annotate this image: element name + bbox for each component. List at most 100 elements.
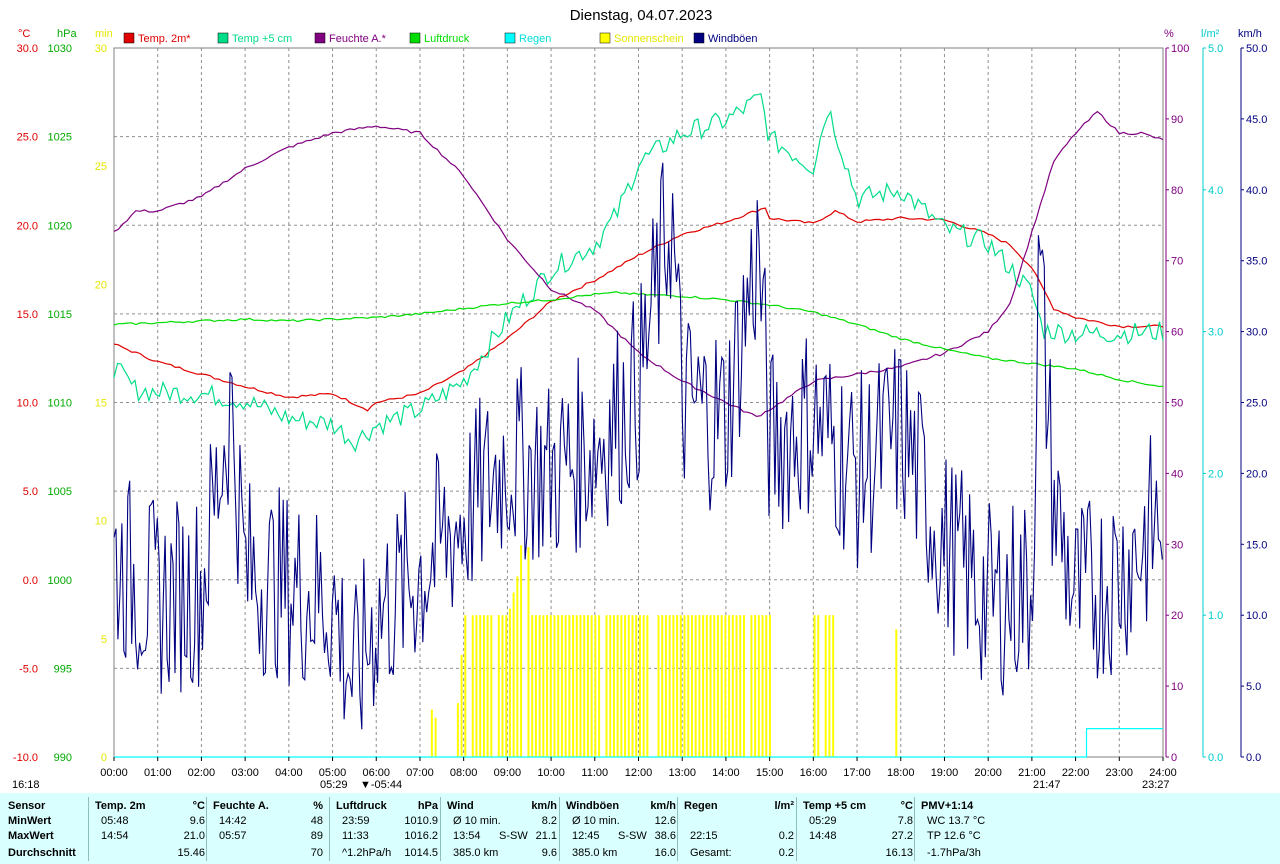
sunshine-bar — [627, 615, 630, 757]
stats-header: Temp +5 cm — [803, 800, 867, 812]
sunshine-bar — [538, 615, 541, 757]
humidity-axis-tick-label: 90 — [1171, 114, 1183, 126]
wind-axis-tick-label: 10.0 — [1246, 610, 1267, 622]
sunshine-bar — [534, 615, 537, 757]
sunshine-bar — [739, 615, 742, 757]
legend-label: Temp. 2m* — [138, 33, 191, 45]
stats-separator — [559, 797, 560, 861]
sunshine-bar — [475, 615, 478, 757]
rain-axis-tick-label: 1.0 — [1208, 610, 1223, 622]
stats-header: Wind — [447, 800, 474, 812]
sunshine-bar — [832, 615, 835, 757]
wind-axis-tick-label: 25.0 — [1246, 398, 1267, 410]
wind-axis-tick-label: 45.0 — [1246, 114, 1267, 126]
sunshine-bar — [586, 615, 589, 757]
sunshine-bar — [594, 615, 597, 757]
pressure-axis-tick-label: 1010 — [48, 398, 72, 410]
sunshine-bar — [750, 615, 753, 757]
stats-value: 0.2 — [778, 830, 794, 842]
sun-axis-tick-label: 30 — [95, 43, 107, 55]
stats-value: 1016.2 — [404, 830, 438, 842]
humidity-axis-tick-label: 100 — [1171, 43, 1189, 55]
statistics-panel: Sensor MinWert MaxWert Durchschnitt Temp. 2m… — [0, 793, 1280, 864]
wind-axis-tick-label: 5.0 — [1246, 681, 1261, 693]
sunshine-bar — [460, 654, 463, 757]
stats-row-label: TP 12.6 °C — [927, 830, 981, 842]
stats-header: Regen — [684, 800, 718, 812]
sunshine-bar — [560, 615, 563, 757]
stats-row-label: 22:15 — [690, 830, 718, 842]
stats-separator — [206, 797, 207, 861]
stats-header: PMV+1:14 — [921, 800, 974, 812]
wind-axis-tick-label: 30.0 — [1246, 327, 1267, 339]
legend-label: Temp +5 cm — [232, 33, 292, 45]
sunshine-bar — [895, 629, 898, 757]
sunshine-bar — [598, 615, 601, 757]
x-tick-label: 06:00 — [362, 767, 390, 779]
stats-value: 89 — [310, 830, 323, 842]
stats-header: Temp. 2m — [95, 800, 146, 812]
temp-axis-tick-label: 15.0 — [17, 309, 38, 321]
humidity-axis-tick-label: 10 — [1171, 681, 1183, 693]
sunshine-bar — [579, 615, 582, 757]
legend-swatch — [409, 32, 421, 44]
legend-swatch — [693, 32, 705, 44]
sunshine-bar — [705, 615, 708, 757]
sun-axis-tick-label: 0 — [101, 752, 107, 764]
legend-label: Regen — [519, 33, 551, 45]
stats-value: 9.6 — [541, 847, 557, 859]
sunshine-bar — [512, 592, 515, 757]
humidity-axis-tick-label: 0 — [1171, 752, 1177, 764]
temp-axis-tick-label: 30.0 — [17, 43, 38, 55]
stats-row-label: 11:33 — [342, 830, 369, 842]
pressure-axis-tick-label: 1025 — [48, 132, 72, 144]
sunshine-bar — [508, 608, 511, 757]
sunshine-bar — [668, 615, 671, 757]
stats-value: 38.6 — [654, 830, 676, 842]
sunshine-bar — [456, 703, 459, 757]
stats-row-label: Ø 10 min. — [453, 815, 501, 827]
pressure-axis-tick-label: 1005 — [48, 486, 72, 498]
x-tick-label: 20:00 — [974, 767, 1002, 779]
sunshine-bar — [553, 615, 556, 757]
stats-row-label: 13:54 — [453, 830, 481, 842]
sunshine-bar — [679, 615, 682, 757]
temp-axis-tick-label: 0.0 — [23, 575, 38, 587]
stats-value: 27.2 — [891, 830, 913, 842]
wind-axis-tick-label: 40.0 — [1246, 185, 1267, 197]
sunshine-bar — [624, 615, 627, 757]
stats-row-label: 14:48 — [809, 830, 837, 842]
sunshine-bar — [728, 615, 731, 757]
stats-header: Feuchte A. — [213, 800, 269, 812]
pressure-axis-tick-label: 1030 — [48, 43, 72, 55]
wind-axis-tick-label: 35.0 — [1246, 256, 1267, 268]
sunshine-bar — [683, 615, 686, 757]
sunshine-bar — [482, 615, 485, 757]
pressure-axis-tick-label: 1020 — [48, 220, 72, 232]
stats-row-label: Ø 10 min. — [572, 815, 620, 827]
series-feuchte-a- — [113, 110, 1164, 418]
sunshine-bar — [657, 615, 660, 757]
stats-row-label: 12:45 — [572, 830, 600, 842]
sun-event-label: 23:27 — [1142, 779, 1170, 791]
sunshine-bar — [713, 615, 716, 757]
sunshine-bar — [813, 615, 816, 757]
sunshine-bar — [520, 545, 523, 757]
stats-row-label: WC 13.7 °C — [927, 815, 986, 827]
sun-axis-tick-label: 20 — [95, 279, 107, 291]
stats-row-label: ^1.2hPa/h — [342, 847, 392, 859]
x-tick-label: 05:00 — [319, 767, 347, 779]
stats-separator — [329, 797, 330, 861]
sunshine-bar — [765, 615, 768, 757]
sunshine-bar — [702, 615, 705, 757]
series-temp-2m- — [113, 207, 1164, 412]
sunshine-bar — [516, 576, 519, 757]
stats-direction: S-SW — [618, 830, 647, 842]
sun-axis-unit: min — [95, 28, 113, 40]
x-tick-label: 22:00 — [1062, 767, 1090, 779]
x-tick-label: 02:00 — [188, 767, 216, 779]
stats-separator — [88, 797, 89, 861]
sunshine-bar — [817, 615, 820, 757]
rain-axis-tick-label: 0.0 — [1208, 752, 1223, 764]
sunshine-bar — [471, 615, 474, 757]
